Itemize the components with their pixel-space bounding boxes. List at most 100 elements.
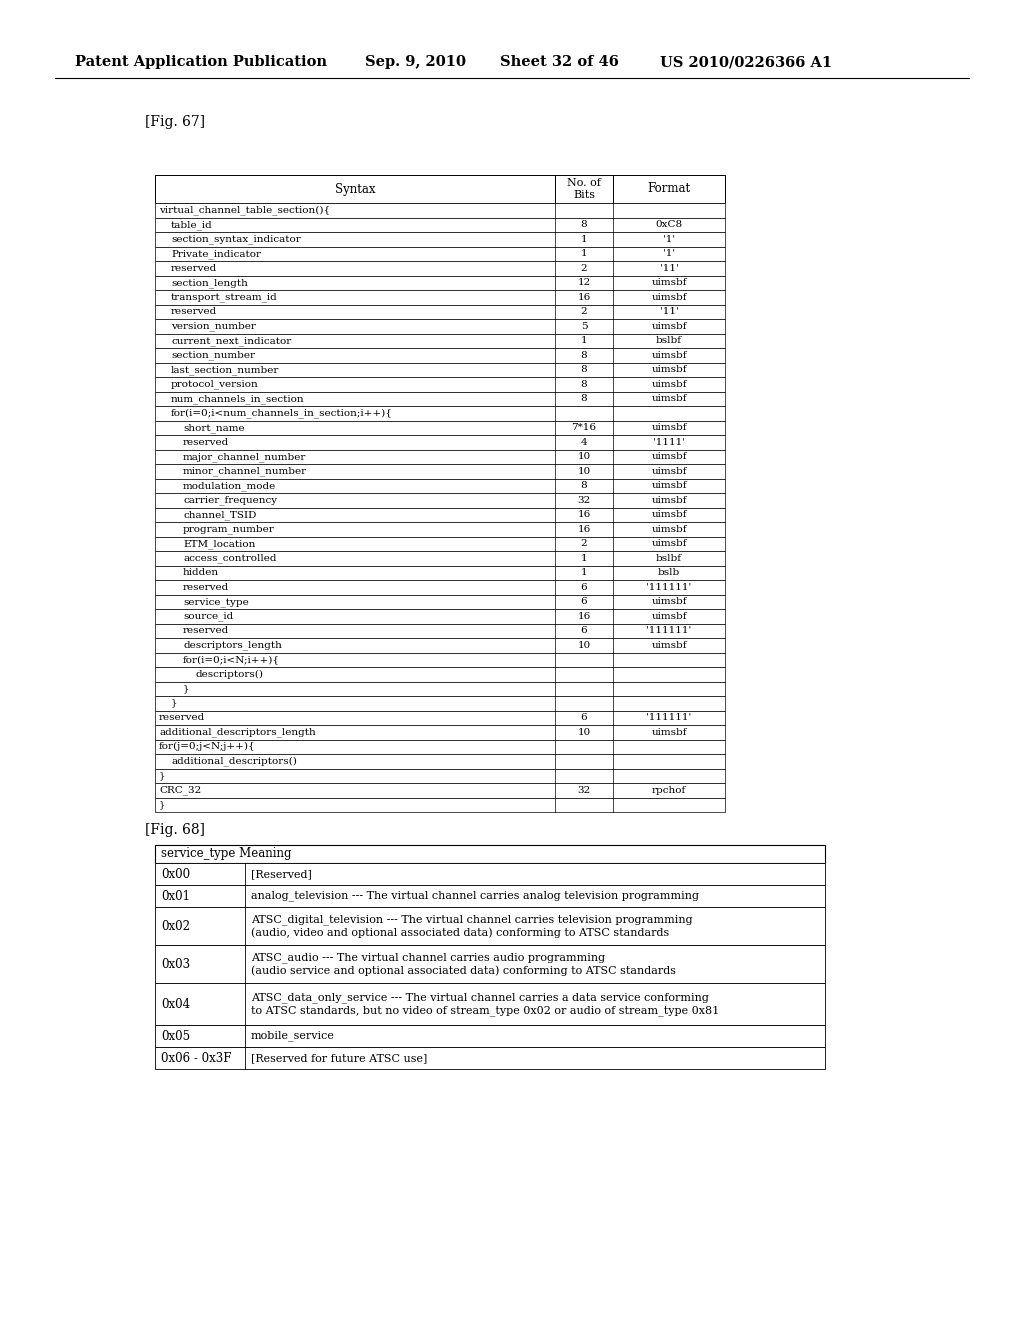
Bar [155, 884, 825, 907]
Bar [155, 450, 725, 465]
Text: current_next_indicator: current_next_indicator [171, 335, 291, 346]
Text: reserved: reserved [183, 582, 229, 591]
Text: uimsbf: uimsbf [651, 727, 687, 737]
Text: uimsbf: uimsbf [651, 279, 687, 288]
Text: 7*16: 7*16 [571, 424, 597, 432]
Bar [155, 334, 725, 348]
Text: 0x06 - 0x3F: 0x06 - 0x3F [161, 1052, 231, 1064]
Text: bslbf: bslbf [656, 337, 682, 346]
Text: virtual_channel_table_section(){: virtual_channel_table_section(){ [159, 206, 330, 215]
Text: descriptors(): descriptors() [195, 669, 263, 678]
Text: Format: Format [647, 182, 690, 195]
Bar [155, 638, 725, 652]
Bar [155, 261, 725, 276]
Text: uimsbf: uimsbf [651, 597, 687, 606]
Text: for(j=0;j<N;j++){: for(j=0;j<N;j++){ [159, 742, 256, 751]
Text: ATSC_digital_television --- The virtual channel carries television programming
(: ATSC_digital_television --- The virtual … [251, 913, 692, 939]
Text: 32: 32 [578, 496, 591, 504]
Text: ATSC_audio --- The virtual channel carries audio programming
(audio service and : ATSC_audio --- The virtual channel carri… [251, 952, 676, 975]
Bar [155, 421, 725, 436]
Text: carrier_frequency: carrier_frequency [183, 495, 278, 506]
Text: uimsbf: uimsbf [651, 511, 687, 519]
Text: 16: 16 [578, 611, 591, 620]
Bar [155, 407, 725, 421]
Text: 2: 2 [581, 540, 588, 548]
Text: section_syntax_indicator: section_syntax_indicator [171, 235, 301, 244]
Bar [155, 565, 725, 579]
Text: 1: 1 [581, 554, 588, 562]
Bar [155, 521, 725, 536]
Text: uimsbf: uimsbf [651, 380, 687, 389]
Text: 8: 8 [581, 351, 588, 360]
Text: program_number: program_number [183, 524, 274, 535]
Text: 16: 16 [578, 525, 591, 533]
Text: modulation_mode: modulation_mode [183, 480, 276, 491]
Text: '1111': '1111' [653, 438, 685, 446]
Bar [155, 436, 725, 450]
Bar [155, 465, 725, 479]
Bar [155, 907, 825, 945]
Bar [155, 378, 725, 392]
Text: uimsbf: uimsbf [651, 496, 687, 504]
Text: 1: 1 [581, 337, 588, 346]
Bar [155, 1026, 825, 1047]
Text: uimsbf: uimsbf [651, 424, 687, 432]
Text: minor_channel_number: minor_channel_number [183, 466, 307, 477]
Bar [155, 319, 725, 334]
Text: reserved: reserved [171, 308, 217, 317]
Text: ETM_location: ETM_location [183, 539, 255, 549]
Text: reserved: reserved [171, 264, 217, 273]
Bar [155, 652, 725, 667]
Text: 8: 8 [581, 482, 588, 490]
Text: }: } [159, 800, 166, 809]
Text: service_type: service_type [183, 597, 249, 607]
Text: source_id: source_id [183, 611, 233, 622]
Text: 10: 10 [578, 453, 591, 461]
Bar [155, 667, 725, 681]
Text: [Reserved for future ATSC use]: [Reserved for future ATSC use] [251, 1053, 427, 1063]
Text: [Fig. 67]: [Fig. 67] [145, 115, 205, 129]
Text: additional_descriptors(): additional_descriptors() [171, 756, 297, 766]
Bar [155, 710, 725, 725]
Bar [155, 623, 725, 638]
Text: 0x02: 0x02 [161, 920, 190, 932]
Text: 0x03: 0x03 [161, 957, 190, 970]
Bar [155, 983, 825, 1026]
Text: uimsbf: uimsbf [651, 540, 687, 548]
Text: for(i=0;i<N;i++){: for(i=0;i<N;i++){ [183, 655, 280, 664]
Bar [155, 507, 725, 521]
Text: reserved: reserved [183, 438, 229, 446]
Text: '11': '11' [659, 308, 678, 317]
Text: mobile_service: mobile_service [251, 1031, 335, 1041]
Text: reserved: reserved [159, 713, 205, 722]
Text: uimsbf: uimsbf [651, 525, 687, 533]
Text: major_channel_number: major_channel_number [183, 451, 306, 462]
Text: uimsbf: uimsbf [651, 453, 687, 461]
Text: }: } [183, 684, 189, 693]
Bar [155, 550, 725, 565]
Text: uimsbf: uimsbf [651, 322, 687, 331]
Text: 8: 8 [581, 220, 588, 230]
Text: service_type Meaning: service_type Meaning [161, 847, 292, 861]
Bar [155, 176, 725, 203]
Text: [Fig. 68]: [Fig. 68] [145, 822, 205, 837]
Text: 1: 1 [581, 568, 588, 577]
Bar [155, 594, 725, 609]
Bar [155, 609, 725, 623]
Text: '111111': '111111' [646, 626, 691, 635]
Bar [155, 305, 725, 319]
Text: uimsbf: uimsbf [651, 366, 687, 375]
Text: 6: 6 [581, 582, 588, 591]
Text: num_channels_in_section: num_channels_in_section [171, 393, 304, 404]
Text: uimsbf: uimsbf [651, 395, 687, 403]
Text: 16: 16 [578, 511, 591, 519]
Text: descriptors_length: descriptors_length [183, 640, 282, 649]
Text: 0x01: 0x01 [161, 890, 190, 903]
Text: 6: 6 [581, 626, 588, 635]
Bar [155, 348, 725, 363]
Text: protocol_version: protocol_version [171, 379, 259, 389]
Text: 10: 10 [578, 727, 591, 737]
Text: 16: 16 [578, 293, 591, 302]
Text: 8: 8 [581, 395, 588, 403]
Text: 6: 6 [581, 597, 588, 606]
